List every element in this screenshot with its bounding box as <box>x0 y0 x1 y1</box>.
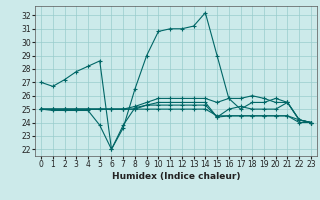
X-axis label: Humidex (Indice chaleur): Humidex (Indice chaleur) <box>112 172 240 181</box>
